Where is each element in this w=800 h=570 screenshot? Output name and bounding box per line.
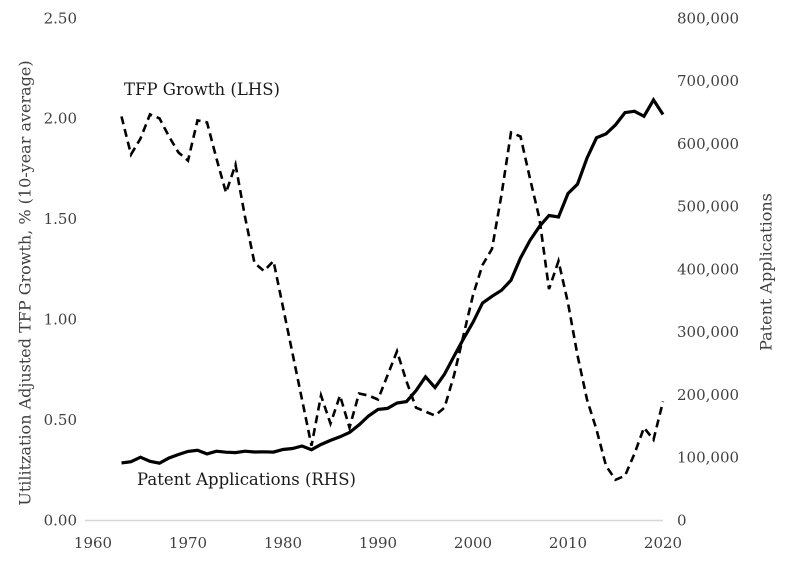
right-axis-tick-label: 600,000: [677, 135, 739, 153]
right-axis-tick-label: 700,000: [677, 72, 739, 90]
right-axis-tick-label: 300,000: [677, 323, 739, 341]
x-axis-tick-label: 1970: [169, 534, 207, 552]
left-axis-tick-label: 2.50: [44, 9, 77, 27]
left-axis-tick-label: 2.00: [44, 110, 77, 128]
x-axis-tick-label: 2020: [644, 534, 682, 552]
left-axis-title: Utilitzation Adjusted TFP Growth, % (10-…: [15, 60, 35, 506]
patent-applications-series-label: Patent Applications (RHS): [137, 470, 356, 489]
left-axis-tick-label: 0.00: [44, 511, 77, 529]
x-axis-tick-label: 2000: [454, 534, 492, 552]
tfp-growth-line: [120, 112, 665, 482]
right-axis-tick-label: 400,000: [677, 260, 739, 278]
x-axis-tick-label: 1990: [359, 534, 397, 552]
tfp-growth-series-label: TFP Growth (LHS): [124, 80, 280, 99]
left-axis-tick-label: 0.50: [44, 411, 77, 429]
right-axis-tick-label: 200,000: [677, 386, 739, 404]
x-axis-tick-label: 1980: [264, 534, 302, 552]
right-axis-tick-label: 500,000: [677, 198, 739, 216]
right-axis-title: Patent Applications: [756, 193, 776, 351]
x-axis-tick-label: 2010: [549, 534, 587, 552]
left-axis-tick-label: 1.00: [44, 310, 77, 328]
left-axis-tick-label: 1.50: [44, 210, 77, 228]
right-axis-tick-label: 100,000: [677, 449, 739, 467]
patent-applications-line: [121, 96, 665, 465]
x-axis-tick-label: 1960: [74, 534, 112, 552]
right-axis-tick-label: 0: [677, 511, 687, 529]
right-axis-tick-label: 800,000: [677, 9, 739, 27]
